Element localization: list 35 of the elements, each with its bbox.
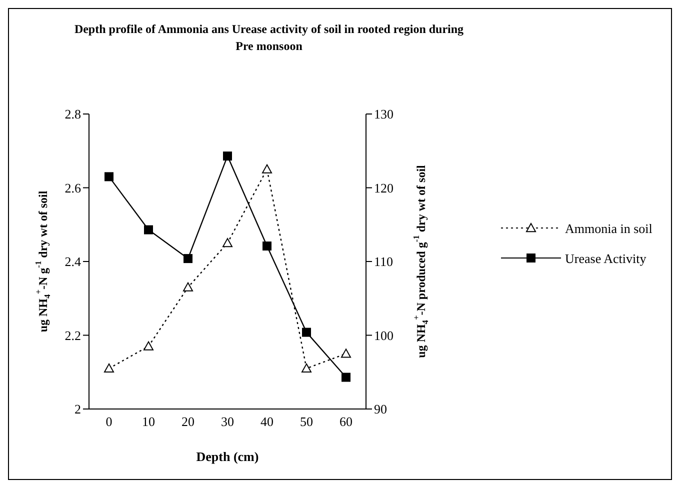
y-tick-label: 2 xyxy=(74,402,81,417)
x-tick-label: 20 xyxy=(182,414,194,430)
y2-tick-label: 130 xyxy=(374,106,394,122)
y2-tick-label: 120 xyxy=(374,180,394,196)
point xyxy=(184,254,192,264)
x-axis-title: Depth (cm) xyxy=(196,449,259,464)
chart-title: Depth profile of Ammonia ans Urease activity of soil in rooted region during Pre monsoon xyxy=(73,21,465,55)
x-tick-label: 0 xyxy=(106,414,112,430)
point xyxy=(144,341,154,350)
legend-label: Urease Activity xyxy=(565,251,648,267)
point xyxy=(262,242,272,251)
point xyxy=(222,238,232,248)
point xyxy=(341,348,351,358)
point xyxy=(302,363,312,373)
point xyxy=(302,328,311,337)
x-tick-label: 50 xyxy=(300,414,313,430)
y-tick-label: 2.2 xyxy=(64,328,81,343)
y-tick-label: 2.4 xyxy=(64,254,82,270)
point xyxy=(104,172,114,182)
point xyxy=(342,372,350,382)
legend-label: Ammonia in soil xyxy=(565,221,654,237)
x-tick-label: 40 xyxy=(260,414,274,430)
y-tick-label: 2.8 xyxy=(64,106,81,122)
point xyxy=(183,282,193,292)
point xyxy=(104,363,114,373)
x-tick-label: 10 xyxy=(142,414,155,430)
point xyxy=(144,225,153,234)
x-tick-label: 30 xyxy=(221,414,234,430)
point xyxy=(262,164,272,174)
y2-tick-label: 100 xyxy=(374,328,394,343)
y-tick-label: 2.6 xyxy=(64,180,82,196)
y2-tick-label: 90 xyxy=(374,402,387,417)
y2-tick-label: 110 xyxy=(374,254,394,270)
x-tick-label: 60 xyxy=(340,414,352,430)
point xyxy=(223,152,232,161)
